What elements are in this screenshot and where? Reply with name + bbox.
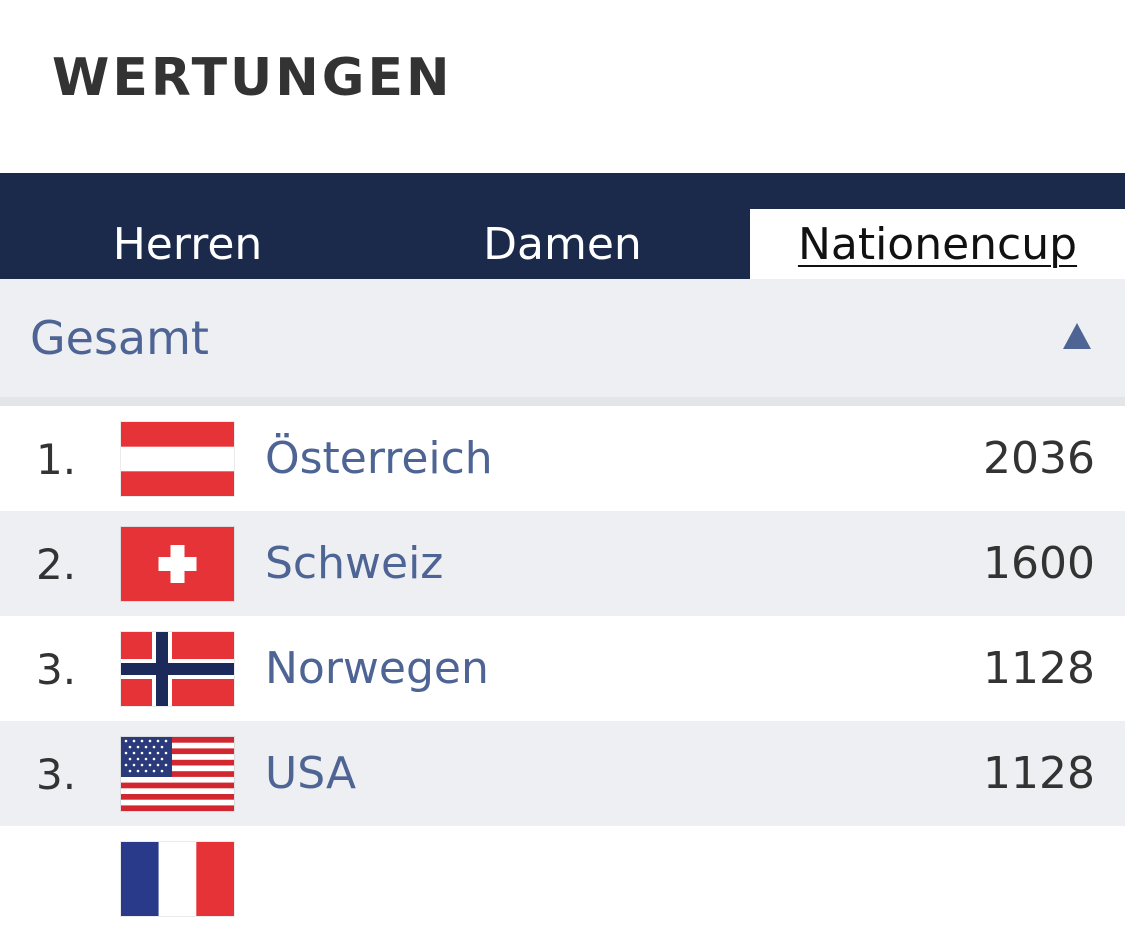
tab-damen[interactable]: Damen bbox=[483, 218, 642, 270]
group-label: Gesamt bbox=[30, 311, 209, 365]
usa-flag-icon bbox=[121, 737, 234, 811]
points: 2036 bbox=[983, 433, 1095, 484]
switzerland-flag-icon bbox=[121, 527, 234, 601]
page-title: WERTUNGEN bbox=[52, 48, 453, 108]
triangle-up-icon[interactable] bbox=[1063, 323, 1091, 349]
austria-flag-icon bbox=[121, 422, 234, 496]
points: 1128 bbox=[983, 748, 1095, 799]
title-area: WERTUNGEN bbox=[0, 0, 1125, 173]
table-row: 3. USA bbox=[0, 721, 1125, 826]
rank: 3. bbox=[36, 750, 77, 799]
tab-herren[interactable]: Herren bbox=[112, 218, 263, 270]
table-row bbox=[0, 826, 1125, 931]
rank: 3. bbox=[36, 645, 77, 694]
country-name[interactable]: Norwegen bbox=[265, 643, 489, 694]
table-row: 2. Schweiz 1600 bbox=[0, 511, 1125, 616]
country-name[interactable]: USA bbox=[265, 748, 357, 799]
tab-nationencup[interactable]: Nationencup bbox=[750, 209, 1125, 279]
country-name[interactable]: Österreich bbox=[265, 433, 493, 484]
group-header-gesamt[interactable]: Gesamt bbox=[0, 279, 1125, 397]
france-flag-icon bbox=[121, 842, 234, 916]
rank: 1. bbox=[36, 435, 77, 484]
divider bbox=[0, 397, 1125, 406]
table-row: 3. Norwegen 1128 bbox=[0, 616, 1125, 721]
country-name[interactable]: Schweiz bbox=[265, 538, 444, 589]
standings-table: 1. Österreich 2036 2. Schweiz 1600 3. bbox=[0, 406, 1125, 931]
tabs-bar: Herren Damen Nationencup bbox=[0, 173, 1125, 279]
points: 1128 bbox=[983, 643, 1095, 694]
table-row: 1. Österreich 2036 bbox=[0, 406, 1125, 511]
rank: 2. bbox=[36, 540, 77, 589]
points: 1600 bbox=[983, 538, 1095, 589]
norway-flag-icon bbox=[121, 632, 234, 706]
